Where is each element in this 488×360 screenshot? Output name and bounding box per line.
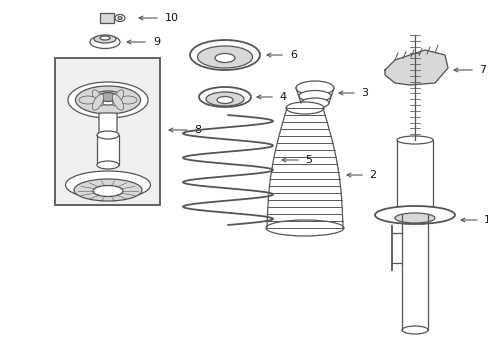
Ellipse shape (68, 82, 148, 118)
Ellipse shape (118, 17, 122, 19)
Text: 2: 2 (368, 170, 375, 180)
Text: 4: 4 (279, 92, 285, 102)
Ellipse shape (92, 94, 103, 110)
Ellipse shape (97, 161, 119, 169)
FancyBboxPatch shape (97, 135, 119, 165)
Ellipse shape (94, 35, 116, 43)
Ellipse shape (301, 98, 328, 108)
Ellipse shape (93, 185, 123, 197)
Text: 5: 5 (305, 155, 311, 165)
Text: 3: 3 (360, 88, 367, 98)
Text: 6: 6 (289, 50, 296, 60)
Ellipse shape (75, 86, 140, 114)
Ellipse shape (215, 54, 235, 63)
Text: 1: 1 (483, 215, 488, 225)
Ellipse shape (295, 81, 333, 95)
Ellipse shape (99, 93, 117, 102)
Ellipse shape (396, 211, 432, 219)
Ellipse shape (112, 94, 123, 110)
Text: 10: 10 (164, 13, 179, 23)
Ellipse shape (90, 36, 120, 49)
Ellipse shape (65, 171, 150, 199)
Ellipse shape (394, 213, 434, 223)
Text: 9: 9 (153, 37, 160, 47)
Ellipse shape (119, 96, 137, 104)
Ellipse shape (265, 220, 343, 236)
Ellipse shape (115, 14, 125, 22)
Ellipse shape (74, 179, 142, 201)
Ellipse shape (79, 96, 97, 104)
FancyBboxPatch shape (99, 113, 117, 133)
FancyBboxPatch shape (396, 140, 432, 215)
FancyBboxPatch shape (55, 58, 160, 205)
Ellipse shape (112, 90, 123, 106)
Ellipse shape (92, 90, 103, 106)
Ellipse shape (197, 46, 252, 68)
Text: 8: 8 (194, 125, 201, 135)
Ellipse shape (93, 91, 123, 105)
Ellipse shape (298, 90, 330, 102)
Ellipse shape (97, 131, 119, 139)
FancyBboxPatch shape (100, 13, 114, 23)
Ellipse shape (190, 40, 260, 70)
Ellipse shape (396, 136, 432, 144)
Ellipse shape (401, 326, 427, 334)
Ellipse shape (217, 96, 232, 104)
Polygon shape (384, 50, 447, 85)
Ellipse shape (285, 102, 324, 114)
Ellipse shape (199, 87, 250, 107)
Ellipse shape (205, 92, 244, 106)
Ellipse shape (100, 36, 110, 40)
Ellipse shape (374, 206, 454, 224)
Text: 7: 7 (478, 65, 485, 75)
